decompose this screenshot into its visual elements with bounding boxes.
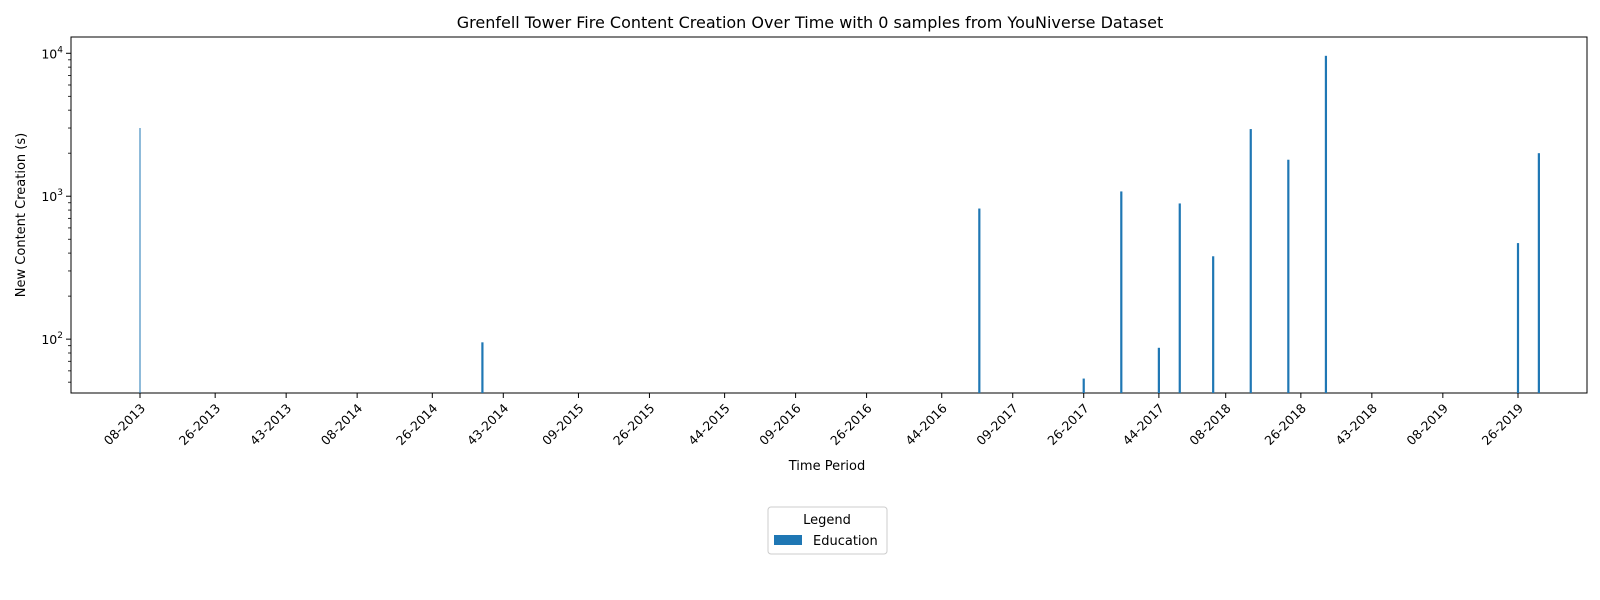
x-tick-label: 26-2015 [610,401,658,449]
x-tick-label: 43-2018 [1332,400,1380,448]
x-axis: 08-2013 26-2013 43-2013 08-2014 26-2014 43-20… [101,393,1527,449]
bar-35-2017 [1120,191,1123,393]
bar-14-2018 [1249,129,1252,393]
bar-26-2017 [1082,378,1085,393]
y-axis-label: New Content Creation (s) [14,133,29,297]
y-tick-label: 103 [41,188,63,204]
bar-44-2017 [1157,347,1160,393]
legend-title: Legend [803,513,851,528]
bar-38-2014 [481,342,484,393]
bar-53-2016 [978,208,981,393]
bar-26-2019 [1516,243,1520,393]
bar-05-2018 [1212,256,1215,393]
x-tick-label: 26-2013 [176,401,224,449]
x-tick-label: 44-2016 [902,400,950,448]
y-tick-label: 102 [41,331,63,347]
bar-49-2017 [1178,203,1181,393]
x-tick-label: 08-2014 [318,400,366,448]
x-tick-label: 44-2015 [685,401,733,449]
x-tick-label: 08-2019 [1403,400,1451,448]
plot-area [70,36,1588,394]
x-tick-label: 26-2018 [1261,400,1309,448]
x-tick-label: 26-2017 [1044,401,1092,449]
x-tick-label: 26-2019 [1479,400,1527,448]
legend-swatch-education [774,535,802,545]
x-tick-label: 43-2013 [247,401,295,449]
y-tick-label: 104 [41,45,63,61]
y-axis: 102 103 104 [41,45,71,383]
legend: Legend Education [767,506,888,555]
bars-group [139,55,1540,393]
x-tick-label: 44-2017 [1119,401,1167,449]
x-tick-label: 09-2016 [756,400,804,448]
x-tick-label: 26-2014 [393,400,441,448]
x-tick-label: 09-2015 [539,401,587,449]
x-tick-label: 43-2014 [464,400,512,448]
chart-title: Grenfell Tower Fire Content Creation Ove… [457,13,1163,32]
x-axis-label: Time Period [788,459,865,474]
bar-23-2018 [1287,159,1290,393]
bar-31-2019 [1537,153,1540,393]
legend-entry-education: Education [813,534,878,549]
bar-32-2018 [1324,55,1328,393]
x-tick-label: 26-2016 [827,400,875,448]
x-tick-label: 09-2017 [973,401,1021,449]
bar-08-2013 [139,128,141,393]
x-tick-label: 08-2013 [101,401,149,449]
x-tick-label: 08-2018 [1186,400,1234,448]
